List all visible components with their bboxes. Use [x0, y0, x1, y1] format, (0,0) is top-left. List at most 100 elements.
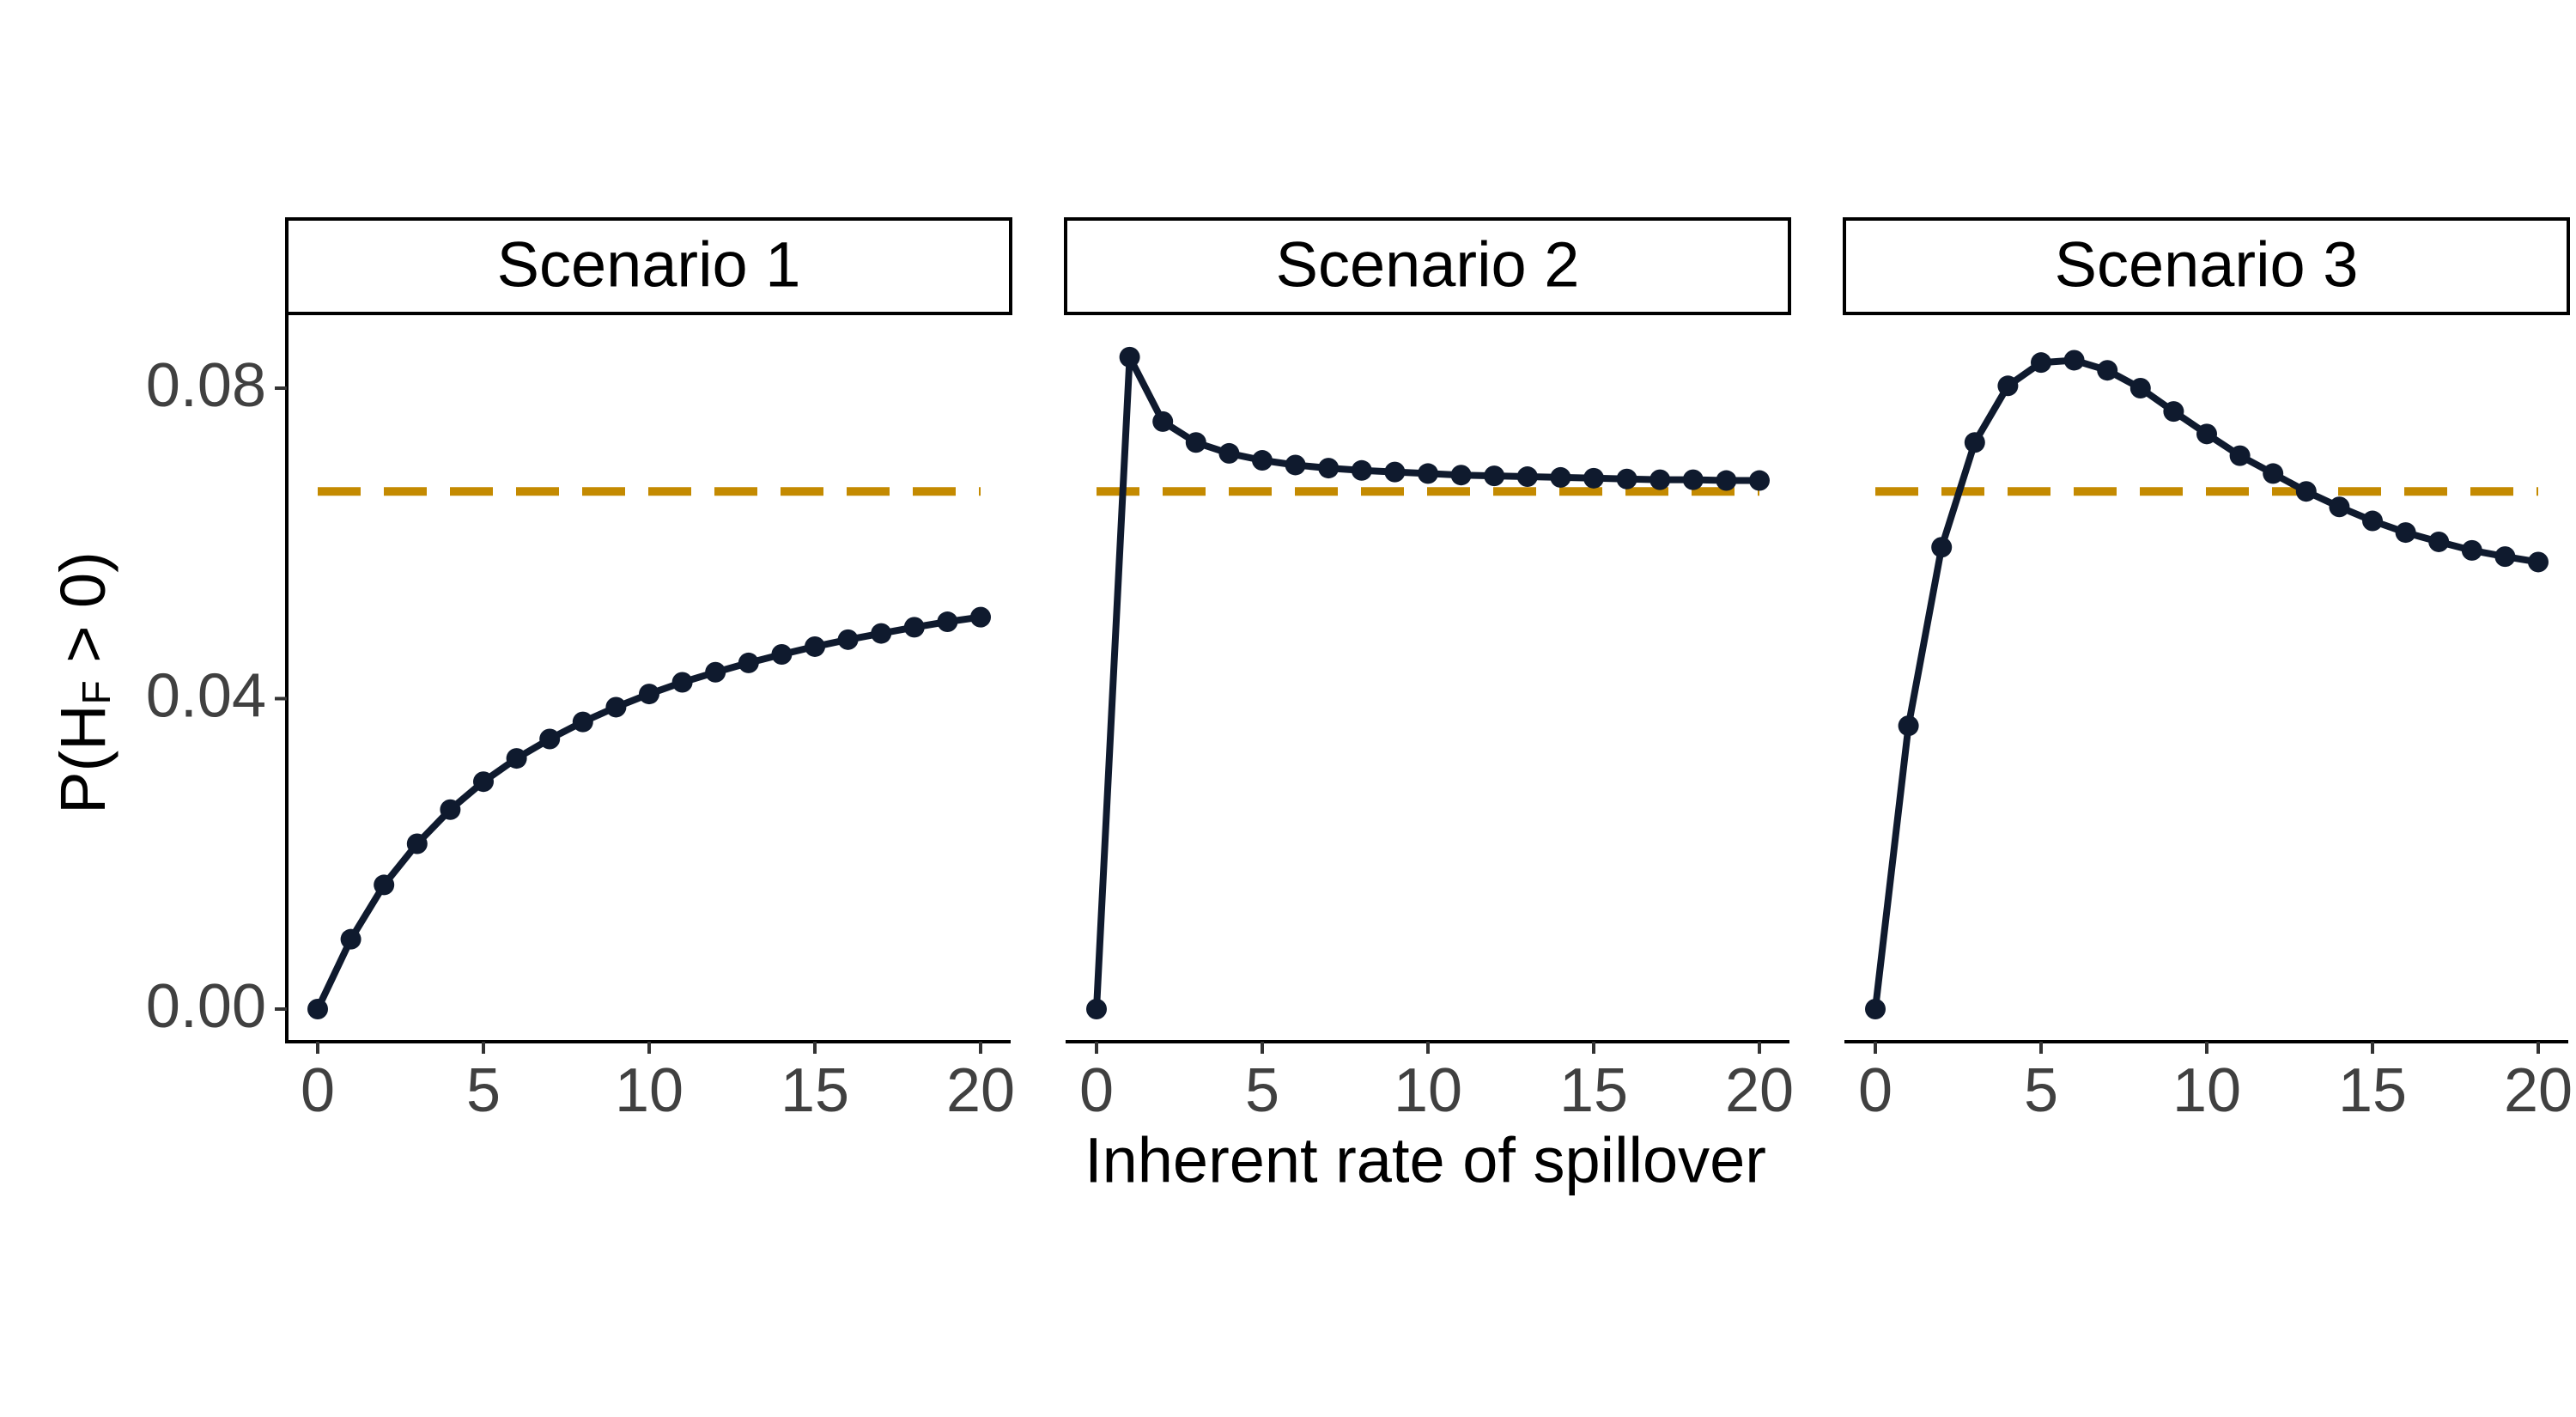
data-point-1-0	[307, 999, 328, 1019]
data-point-2-12	[1484, 465, 1505, 487]
x-tick-label-3-0: 0	[1858, 1056, 1893, 1125]
panel-title-2: Scenario 2	[1276, 229, 1580, 301]
data-point-1-20	[970, 606, 991, 628]
y-axis-title-suffix: > 0)	[47, 551, 118, 680]
data-point-2-0	[1086, 999, 1107, 1019]
y-axis-title-subscript: F	[74, 680, 118, 704]
data-point-3-2	[1931, 537, 1953, 558]
data-point-2-1	[1119, 346, 1140, 368]
x-tick-label-2-5: 5	[1245, 1056, 1279, 1125]
data-point-3-15	[2362, 510, 2383, 532]
data-point-3-1	[1898, 715, 1919, 737]
data-point-1-6	[506, 748, 527, 769]
panel-title-1: Scenario 1	[497, 229, 801, 301]
data-point-3-11	[2229, 445, 2251, 466]
data-point-1-1	[340, 928, 361, 950]
data-point-2-3	[1185, 432, 1206, 453]
data-point-3-5	[2031, 352, 2051, 374]
x-tick-label-3-15: 15	[2338, 1056, 2407, 1125]
y-axis-title: P(HF > 0)	[47, 551, 119, 814]
data-point-1-15	[805, 636, 825, 657]
strip-box-2	[1064, 217, 1791, 315]
y-tick-label-1: 0.04	[146, 662, 266, 731]
data-point-1-3	[406, 833, 428, 854]
panel-title-3: Scenario 3	[2055, 229, 2359, 301]
data-point-2-13	[1516, 466, 1538, 488]
data-point-3-3	[1964, 432, 1985, 453]
x-tick-label-3-5: 5	[2024, 1056, 2058, 1125]
data-point-1-14	[771, 643, 793, 665]
data-point-3-9	[2163, 401, 2184, 423]
data-point-1-2	[374, 874, 395, 896]
x-axis-title: Inherent rate of spillover	[1084, 1125, 1766, 1196]
data-point-2-6	[1285, 454, 1306, 476]
y-tick-label-2: 0.08	[146, 351, 266, 420]
series-line-1	[314, 613, 981, 1011]
x-tick-label-2-0: 0	[1079, 1056, 1114, 1125]
x-tick-label-2-10: 10	[1394, 1056, 1462, 1125]
x-tick-label-3-10: 10	[2172, 1056, 2241, 1125]
x-tick-label-3-20: 20	[2504, 1056, 2573, 1125]
data-point-1-4	[440, 799, 461, 820]
y-tick-label-0: 0.00	[146, 972, 266, 1041]
data-point-2-20	[1749, 470, 1770, 491]
data-point-3-18	[2461, 539, 2482, 561]
data-point-2-11	[1450, 465, 1472, 486]
data-point-2-2	[1152, 411, 1174, 432]
data-point-2-18	[1682, 469, 1704, 490]
data-point-2-14	[1550, 466, 1571, 488]
data-point-2-10	[1418, 463, 1438, 484]
panels: Scenario 1 0 5 10 15 20 0.00 0.04 0.08 Scenario 2…	[146, 217, 2573, 1125]
series-line-3	[1872, 356, 2539, 1010]
data-point-3-13	[2295, 481, 2317, 502]
data-point-2-5	[1252, 450, 1273, 471]
series-line-2	[1093, 353, 1759, 1010]
data-point-3-16	[2395, 522, 2416, 544]
data-point-3-12	[2263, 463, 2284, 484]
data-point-3-20	[2528, 551, 2549, 573]
data-point-1-8	[572, 711, 593, 733]
data-point-1-11	[671, 672, 693, 693]
data-point-1-7	[539, 728, 561, 750]
data-point-1-16	[837, 629, 859, 650]
data-point-3-17	[2428, 531, 2450, 552]
data-point-3-19	[2494, 546, 2516, 568]
x-tick-label-1-15: 15	[781, 1056, 849, 1125]
strip-box-1	[285, 217, 1012, 315]
panel-3: Scenario 3 0 5 10 15 20	[1843, 217, 2573, 1125]
data-point-3-0	[1865, 999, 1886, 1019]
data-point-1-19	[937, 611, 958, 633]
data-point-3-8	[2129, 378, 2151, 398]
y-axis-title-prefix: P(H	[47, 704, 118, 813]
data-point-1-10	[639, 684, 659, 705]
data-point-2-15	[1583, 467, 1604, 489]
x-tick-label-1-10: 10	[615, 1056, 683, 1125]
data-point-1-12	[705, 661, 726, 683]
data-point-2-8	[1351, 459, 1372, 481]
data-point-2-4	[1218, 442, 1240, 464]
data-point-2-19	[1716, 470, 1737, 491]
data-point-3-10	[2196, 423, 2217, 445]
data-point-2-17	[1649, 469, 1671, 490]
data-point-2-7	[1318, 458, 1340, 479]
x-tick-label-2-20: 20	[1725, 1056, 1794, 1125]
data-point-1-13	[738, 652, 759, 673]
data-point-3-6	[2063, 350, 2085, 371]
x-tick-label-1-5: 5	[466, 1056, 501, 1125]
data-point-1-9	[605, 696, 627, 718]
data-point-3-7	[2097, 360, 2118, 381]
data-point-3-14	[2329, 496, 2350, 518]
data-point-1-5	[473, 771, 494, 793]
data-point-1-18	[903, 617, 925, 638]
x-tick-label-1-20: 20	[946, 1056, 1015, 1125]
data-point-3-4	[1997, 375, 2019, 397]
panel-1: Scenario 1 0 5 10 15 20 0.00 0.04 0.08	[146, 217, 1015, 1125]
data-point-1-17	[871, 623, 892, 644]
strip-box-3	[1843, 217, 2570, 315]
x-tick-label-2-15: 15	[1559, 1056, 1628, 1125]
data-point-2-16	[1616, 468, 1637, 490]
data-point-2-9	[1384, 461, 1406, 483]
x-tick-label-1-0: 0	[301, 1056, 335, 1125]
panel-2: Scenario 2 0 5 10 15 20	[1064, 217, 1794, 1125]
